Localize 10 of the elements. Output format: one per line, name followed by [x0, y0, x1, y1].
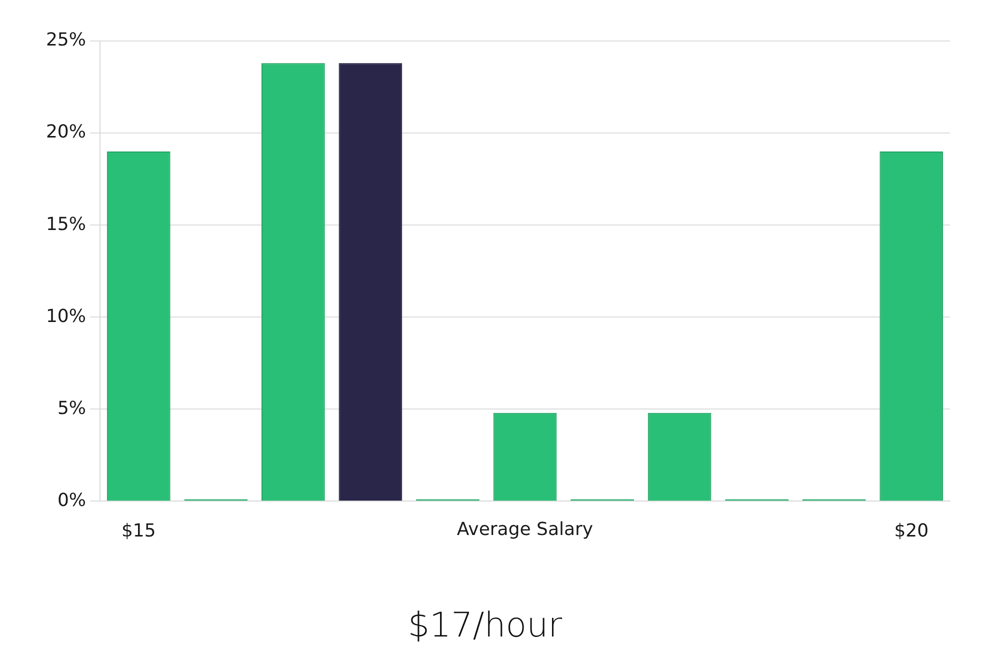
- x-axis-title: Average Salary: [456, 518, 594, 540]
- y-tick-label: 15%: [46, 214, 86, 235]
- y-tick-label: 10%: [46, 306, 86, 327]
- text: $17/hour: [408, 605, 562, 646]
- x-tick-label: $15: [121, 520, 156, 542]
- y-tick-label: 0%: [57, 490, 86, 511]
- y-tick-label: 25%: [46, 30, 86, 51]
- y-tick-label: 20%: [46, 122, 86, 143]
- y-tick-label: 5%: [57, 398, 86, 419]
- x-tick-label: $20: [894, 520, 929, 542]
